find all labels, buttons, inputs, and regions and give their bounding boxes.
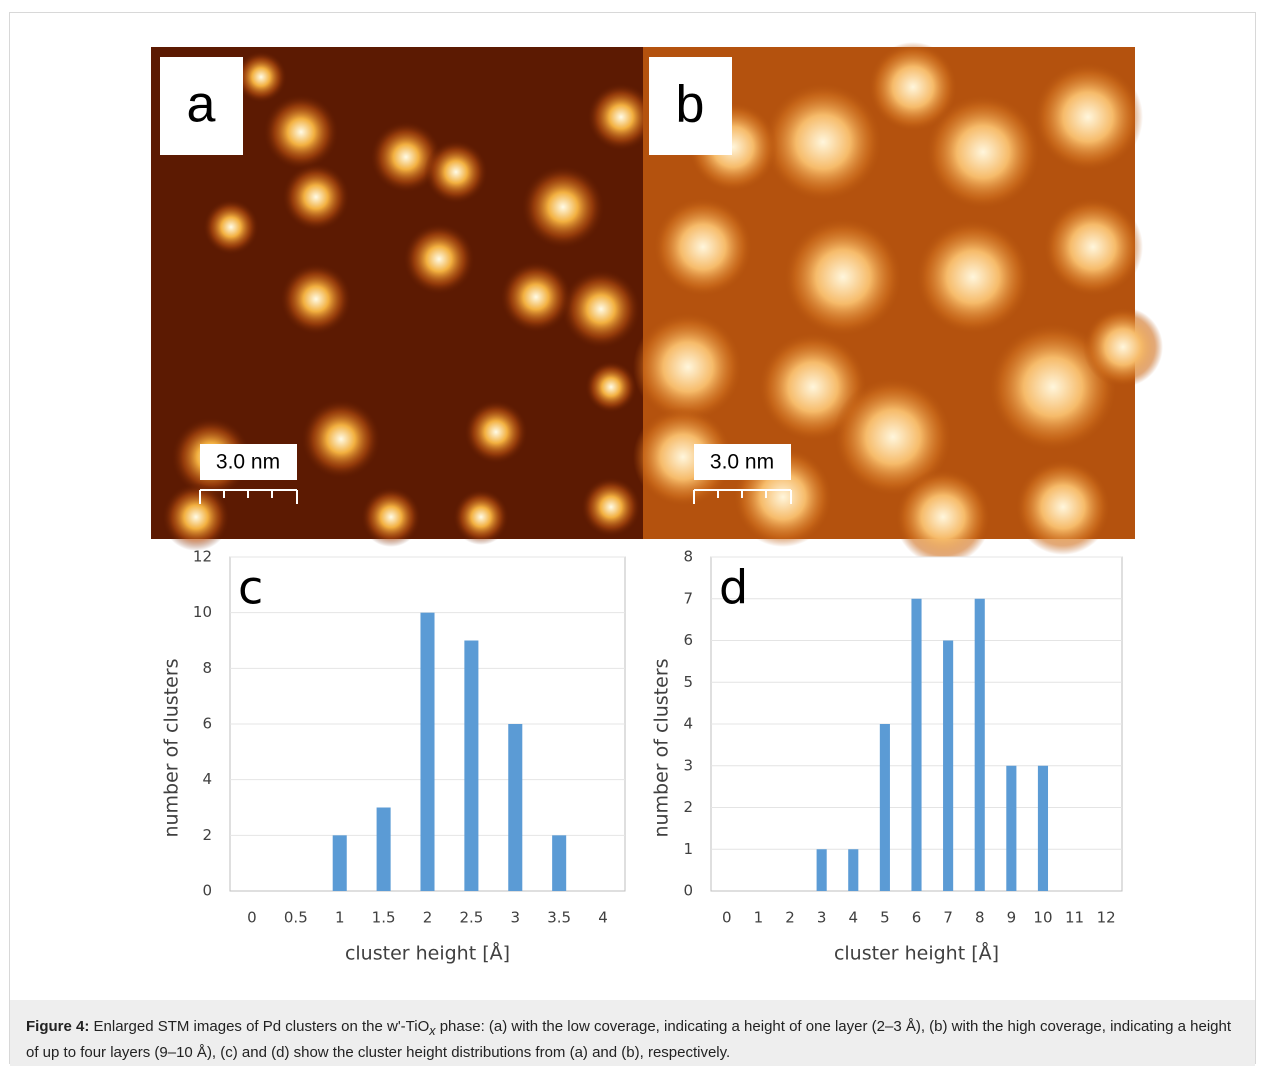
- y-tick-label: 0: [202, 882, 212, 900]
- y-tick-label: 6: [683, 631, 693, 649]
- bar: [879, 724, 890, 891]
- x-tick-label: 0.5: [284, 909, 308, 927]
- x-tick-label: 2: [423, 909, 433, 927]
- x-tick-label: 12: [1097, 909, 1116, 927]
- bar: [1037, 765, 1049, 891]
- bar: [816, 849, 827, 891]
- y-tick-label: 8: [683, 548, 693, 566]
- bar: [552, 835, 567, 891]
- y-tick-label: 2: [202, 826, 212, 844]
- y-tick-label: 4: [683, 715, 693, 733]
- image-label-a: a: [160, 57, 243, 155]
- x-tick-label: 3: [817, 909, 827, 927]
- scale-bar-label: 3.0 nm: [710, 451, 774, 474]
- bar: [848, 849, 859, 891]
- panel-label: d: [719, 561, 748, 615]
- y-tick-label: 6: [202, 715, 212, 733]
- caption-text: Enlarged STM images of Pd clusters on th…: [89, 1018, 430, 1035]
- y-tick-label: 0: [683, 882, 693, 900]
- x-tick-label: 3.5: [547, 909, 571, 927]
- y-tick-label: 7: [683, 589, 693, 607]
- panel-label: c: [238, 561, 263, 615]
- y-axis-title: number of clusters: [161, 658, 183, 837]
- x-axis-title: cluster height [Å]: [345, 942, 510, 965]
- scale-bar-b: 3.0 nm: [693, 444, 792, 504]
- x-tick-label: 3: [511, 909, 521, 927]
- y-tick-label: 4: [202, 770, 212, 788]
- bar: [376, 807, 391, 891]
- y-tick-label: 2: [683, 798, 693, 816]
- x-tick-label: 2.5: [459, 909, 483, 927]
- bar: [420, 612, 435, 891]
- image-label: b: [676, 76, 705, 134]
- scale-bar-a: 3.0 nm: [199, 444, 298, 504]
- caption-label: Figure 4:: [26, 1018, 90, 1035]
- bar: [1006, 765, 1017, 891]
- y-tick-label: 12: [193, 548, 212, 566]
- bar: [464, 640, 479, 891]
- y-tick-label: 5: [683, 673, 693, 691]
- caption-text: phase: (a) with the low coverage, indica…: [26, 1018, 1232, 1061]
- x-tick-label: 10: [1033, 909, 1052, 927]
- x-tick-label: 5: [880, 909, 890, 927]
- x-tick-label: 11: [1065, 909, 1084, 927]
- x-tick-label: 1: [335, 909, 345, 927]
- bar: [943, 640, 954, 891]
- x-tick-label: 2: [785, 909, 795, 927]
- x-tick-label: 0: [722, 909, 732, 927]
- x-tick-label: 8: [975, 909, 985, 927]
- bar: [911, 598, 922, 891]
- y-tick-label: 3: [683, 756, 693, 774]
- x-tick-label: 1.5: [372, 909, 396, 927]
- bar: [974, 598, 985, 891]
- bar: [332, 835, 347, 891]
- scale-bar-label: 3.0 nm: [216, 451, 280, 474]
- image-label-b: b: [649, 57, 732, 155]
- x-tick-label: 1: [754, 909, 764, 927]
- x-tick-label: 7: [943, 909, 953, 927]
- x-tick-label: 9: [1007, 909, 1017, 927]
- x-axis-title: cluster height [Å]: [834, 942, 999, 965]
- figure-frame: [9, 12, 1256, 1064]
- caption-subscript: x: [429, 1024, 436, 1038]
- y-tick-label: 8: [202, 659, 212, 677]
- y-axis-title: number of clusters: [651, 658, 673, 837]
- x-tick-label: 4: [848, 909, 858, 927]
- y-tick-label: 10: [193, 603, 212, 621]
- x-tick-label: 6: [912, 909, 922, 927]
- image-label: a: [187, 76, 216, 134]
- x-tick-label: 0: [247, 909, 257, 927]
- bar: [508, 724, 523, 891]
- x-tick-label: 4: [598, 909, 608, 927]
- caption: Figure 4: Enlarged STM images of Pd clus…: [10, 1000, 1255, 1066]
- y-tick-label: 1: [683, 840, 693, 858]
